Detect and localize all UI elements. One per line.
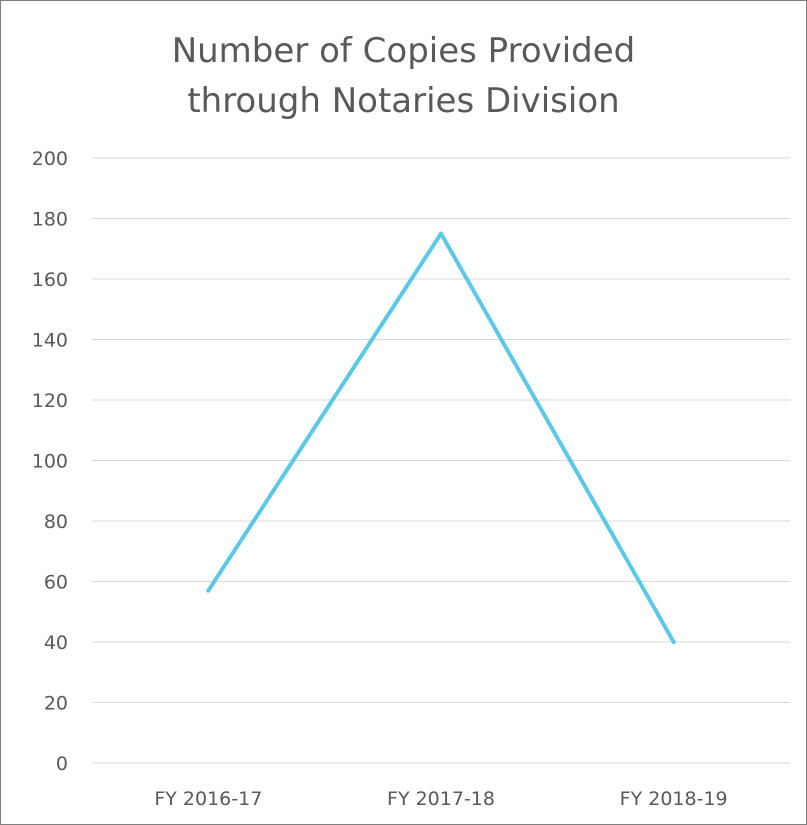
y-tick-label: 80 [44, 511, 68, 533]
y-tick-label: 20 [44, 693, 68, 715]
data-point [206, 588, 211, 593]
y-tick-label: 180 [32, 209, 68, 231]
y-tick-label: 200 [32, 148, 68, 170]
x-tick-label: FY 2017-18 [387, 788, 495, 810]
chart-title-line-2: through Notaries Division [187, 81, 620, 121]
data-point [439, 231, 443, 236]
gridlines [92, 157, 790, 764]
series-line [206, 231, 676, 644]
y-tick-label: 60 [44, 572, 68, 594]
y-axis-tick-labels: 0 20 40 60 80 100 120 140 160 180 200 [32, 148, 68, 775]
x-axis-tick-labels: FY 2016-17 FY 2017-18 FY 2018-19 [154, 788, 727, 810]
y-tick-label: 120 [32, 390, 68, 412]
x-tick-label: FY 2018-19 [620, 788, 728, 810]
y-tick-label: 140 [32, 330, 68, 352]
y-tick-label: 40 [44, 632, 68, 654]
y-tick-label: 0 [56, 753, 68, 775]
chart-title: Number of Copies Provided through Notari… [0, 26, 807, 126]
y-tick-label: 160 [32, 269, 68, 291]
data-point [671, 640, 676, 644]
y-tick-label: 100 [32, 451, 68, 473]
series-lines [206, 231, 676, 644]
chart-title-line-1: Number of Copies Provided [171, 31, 636, 71]
x-tick-label: FY 2016-17 [154, 788, 262, 810]
